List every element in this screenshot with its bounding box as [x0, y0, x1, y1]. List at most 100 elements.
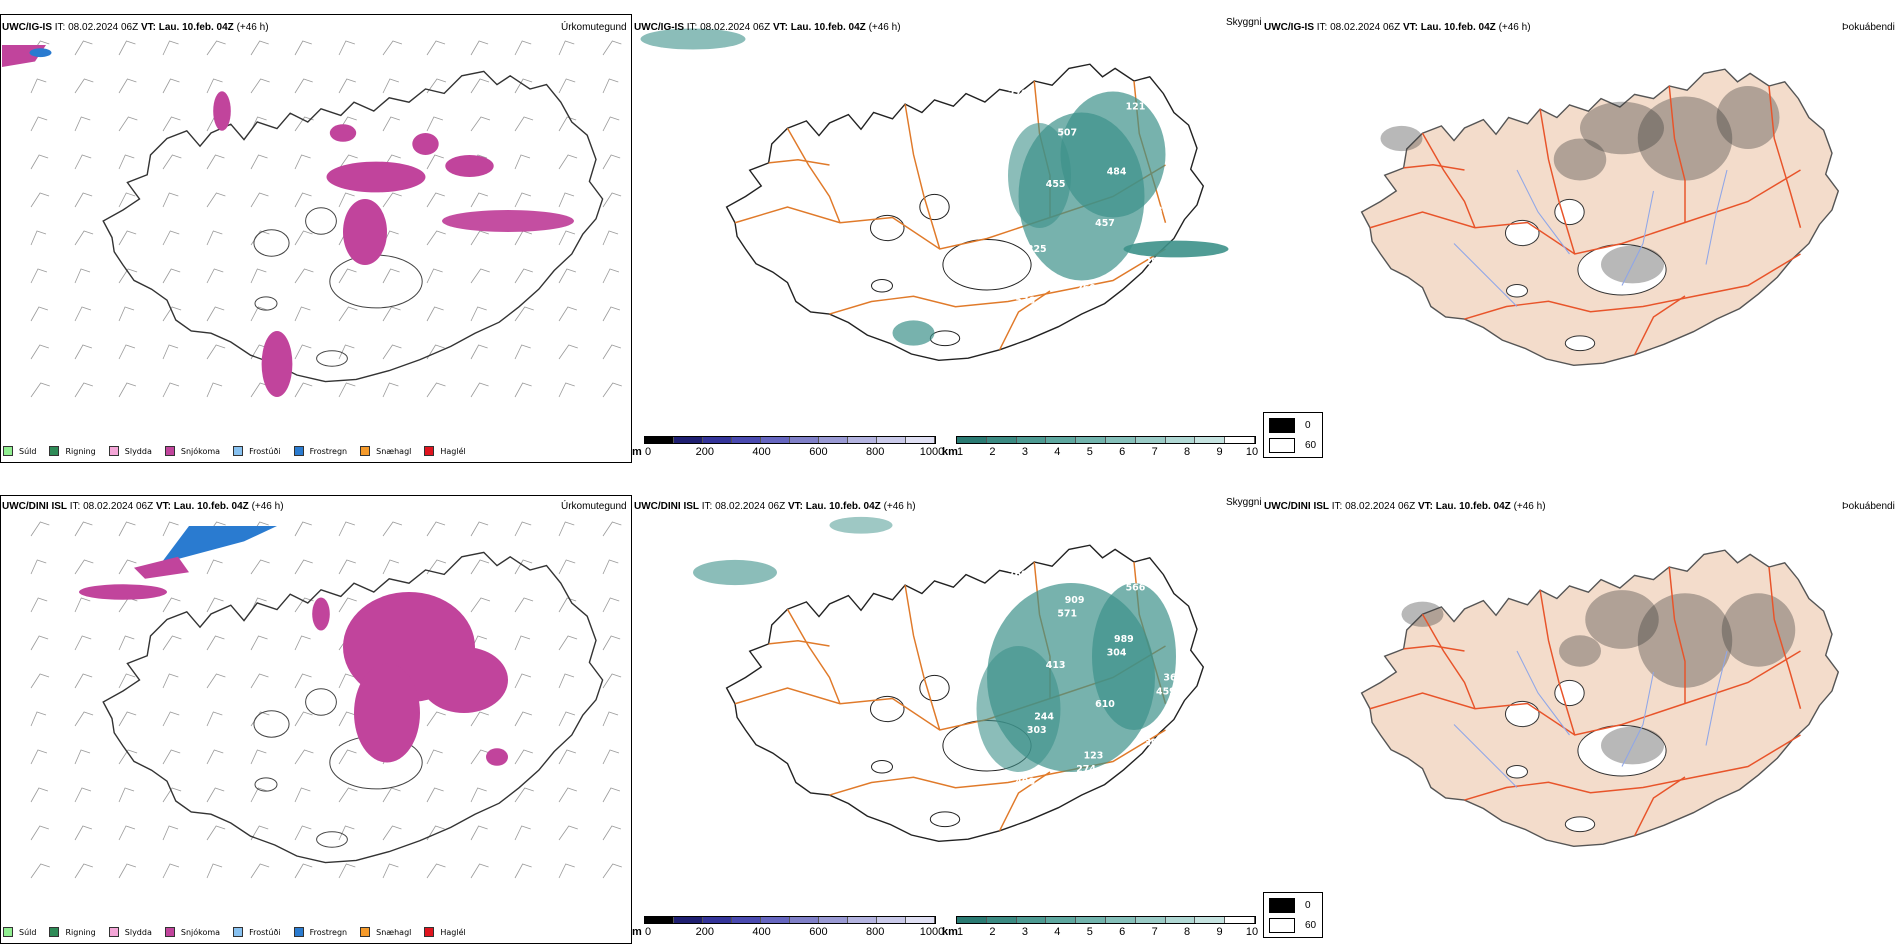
cloud-base-label: 244: [1034, 712, 1054, 723]
wind-barb: [250, 268, 267, 284]
wind-barb: [382, 344, 402, 360]
colorbar-tick-label: 600: [809, 446, 828, 458]
wind-barb: [30, 382, 50, 398]
wind-barb: [294, 559, 313, 575]
legend-label: Súld: [19, 446, 37, 456]
wind-barb: [162, 673, 179, 689]
wind-barb: [162, 863, 180, 879]
wind-barb: [206, 825, 226, 841]
wind-barb: [162, 306, 182, 322]
wind-barb: [118, 711, 137, 727]
colorbar-strip: [956, 916, 1256, 924]
road-line: [1464, 734, 1801, 801]
panel-title-precip: Úrkomutegund: [561, 501, 627, 512]
wind-barb: [558, 306, 577, 322]
wind-barb: [602, 673, 622, 689]
colorbar-swatch: [1076, 917, 1106, 923]
colorbar-swatch: [761, 917, 790, 923]
fog-area: [1553, 138, 1607, 181]
colorbar-swatch: [790, 437, 819, 443]
precip-legend-item: Súld: [3, 446, 36, 456]
wind-barb: [74, 306, 92, 322]
colorbar-swatch: [703, 917, 732, 923]
colorbar-swatch: [1195, 437, 1226, 443]
visibility-map: 270 507 484 399 225 260 121 248 455 457 253 576: [640, 28, 1229, 362]
cloud-base-label: 302: [1145, 738, 1165, 749]
wind-barb: [206, 863, 223, 879]
wind-barb: [426, 230, 446, 246]
road-line: [904, 584, 941, 731]
wind-barb: [30, 635, 49, 651]
precip-type-panel-row1: Súld Rigning Slydda Snjókoma Frostúði Frostre…: [0, 14, 632, 463]
wind-barb: [118, 268, 138, 284]
glacier-outline: [1504, 219, 1540, 247]
wind-barb: [162, 597, 181, 613]
wind-barb: [470, 863, 489, 879]
wind-barb: [250, 154, 268, 170]
field-area: [134, 556, 189, 579]
iceland-landmass: 270 507 484 399 225 260 121 248 455 457 253 576: [640, 28, 1229, 362]
wind-barb: [426, 268, 443, 284]
wind-barb: [338, 154, 358, 170]
wind-barb: [206, 711, 223, 727]
legend-swatch: [360, 927, 371, 937]
colorbar-swatch: [848, 437, 877, 443]
glacier-outline: [329, 254, 423, 309]
wind-barb: [118, 344, 136, 360]
wind-barb: [118, 559, 137, 575]
fog-key-label: 0: [1305, 420, 1311, 431]
colorbar-swatch: [674, 917, 703, 923]
wind-barb: [294, 78, 313, 94]
wind-barb: [30, 192, 50, 208]
cloud-base-label: 484: [1107, 166, 1127, 177]
colorbar-swatch: [1046, 917, 1077, 923]
wind-barb: [470, 559, 490, 575]
legend-swatch: [424, 927, 435, 937]
wind-barb: [74, 78, 94, 94]
wind-barb: [470, 40, 489, 56]
wind-barb: [338, 673, 355, 689]
legend-label: Súld: [19, 927, 37, 937]
river-line: [1516, 650, 1570, 736]
cloud-base-label: 364: [1163, 673, 1183, 684]
iceland-landmass: [79, 526, 604, 864]
colorbar-tick-label: 9: [1216, 926, 1223, 938]
glacier-outline: [869, 695, 905, 723]
wind-barb: [250, 825, 269, 841]
wind-barb: [514, 116, 534, 132]
field-area: [1060, 91, 1166, 218]
wind-barb: [382, 192, 402, 208]
wind-barb: [382, 521, 403, 537]
road-line: [998, 290, 1051, 351]
wind-barb: [558, 673, 575, 689]
legend-label: Snjókoma: [180, 927, 221, 937]
road-line: [1633, 776, 1686, 837]
wind-barb: [162, 344, 179, 360]
precip-type-panel-row2: Súld Rigning Slydda Snjókoma Frostúði Frostre…: [0, 495, 632, 944]
colorbar-tick-label: 5: [1086, 446, 1093, 458]
header-precip-row2: UWC/DINI ISL IT: 08.02.2024 06Z VT: Lau.…: [2, 501, 284, 512]
cloud-base-label: 248: [1175, 140, 1195, 151]
wind-barb: [294, 344, 312, 360]
precip-legend-item: Rigning: [49, 927, 96, 937]
wind-barb: [74, 268, 91, 284]
glacier-outline: [869, 214, 905, 242]
wind-barb: [426, 78, 447, 94]
wind-barb: [338, 344, 355, 360]
wind-barb: [382, 825, 402, 841]
wind-barb: [118, 306, 135, 322]
road-line: [1421, 132, 1476, 229]
legend-label: Snæhagl: [376, 927, 412, 937]
wind-barb: [118, 154, 135, 170]
field-area: [445, 155, 494, 177]
wind-barb: [558, 230, 576, 246]
wind-barb: [206, 268, 224, 284]
colorbar-tick-label: 0: [644, 926, 652, 938]
glacier-outline: [1504, 700, 1540, 728]
wind-barb: [602, 787, 621, 803]
wind-barb: [162, 787, 182, 803]
wind-barb: [470, 230, 489, 246]
fog-key-label: 0: [1305, 900, 1311, 911]
field-area: [420, 647, 508, 713]
road-line: [786, 127, 841, 224]
